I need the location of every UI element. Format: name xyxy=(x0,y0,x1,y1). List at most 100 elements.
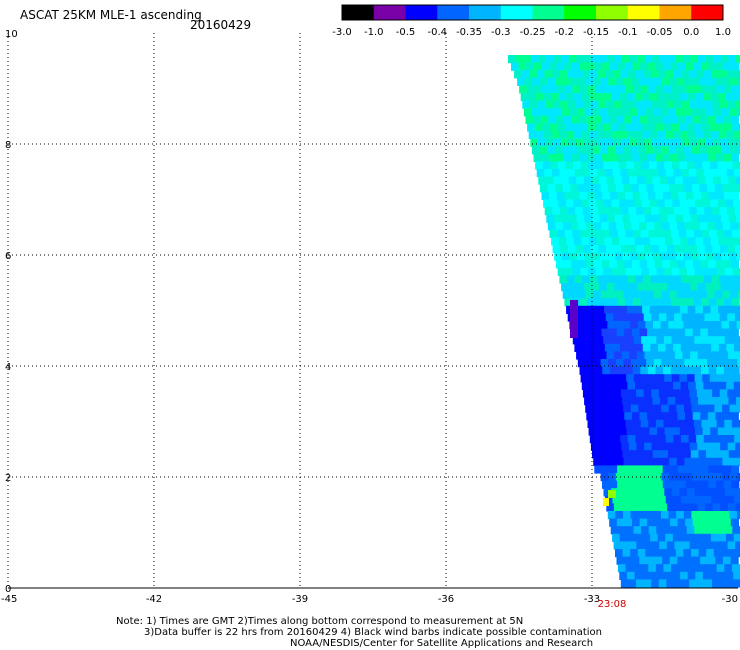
swath-cell xyxy=(701,85,710,94)
swath-cell xyxy=(695,237,704,246)
swath-cell xyxy=(615,511,624,520)
swath-cell xyxy=(683,321,692,330)
swath-cell xyxy=(653,473,662,482)
swath-cell xyxy=(669,184,678,193)
swath-cell xyxy=(689,389,698,398)
swath-cell xyxy=(664,161,673,170)
swath-cell xyxy=(586,328,595,337)
swath-cell xyxy=(655,564,665,573)
swath-cell xyxy=(655,153,664,162)
swath-cell xyxy=(642,571,651,580)
swath-cell xyxy=(544,70,553,79)
swath-cell xyxy=(578,222,587,231)
swath-cell xyxy=(583,245,592,254)
swath-cell xyxy=(663,419,672,428)
swath-cell xyxy=(695,571,704,580)
swath-cell xyxy=(730,457,739,466)
swath-cell xyxy=(595,85,604,94)
swath-cell xyxy=(681,579,690,588)
swath-cell xyxy=(544,169,553,178)
swath-cell xyxy=(605,245,615,254)
swath-cell xyxy=(629,176,638,185)
swath-cell xyxy=(723,328,732,337)
swath-cell xyxy=(657,131,667,140)
swath-cell xyxy=(729,321,738,330)
swath-cell xyxy=(721,146,731,155)
swath-cell xyxy=(735,351,740,360)
swath-cell xyxy=(527,123,536,132)
swath-cell xyxy=(592,450,601,459)
swath-cell xyxy=(620,313,630,322)
swath-cell xyxy=(633,123,642,132)
swath-cell xyxy=(522,100,531,109)
swath-cell xyxy=(688,169,697,178)
swath-cell xyxy=(640,62,649,71)
swath-cell xyxy=(724,419,733,428)
swath-cell xyxy=(639,115,648,124)
x-tick-label: -33 xyxy=(584,594,600,605)
swath-cell xyxy=(660,55,669,64)
swath-cell xyxy=(703,435,712,444)
swath-cell xyxy=(712,442,721,451)
swath-cell xyxy=(595,229,604,238)
swath-cell xyxy=(708,465,717,474)
swath-cell xyxy=(691,511,700,520)
swath-cell xyxy=(611,237,621,246)
swath-cell xyxy=(605,435,614,444)
swath-cell xyxy=(737,222,740,231)
swath-cell xyxy=(628,70,637,79)
swath-cell xyxy=(650,381,659,390)
swath-cell xyxy=(601,328,610,337)
swath-cell xyxy=(631,359,640,368)
swath-cell xyxy=(646,473,655,482)
swath-cell xyxy=(585,77,594,86)
swath-cell xyxy=(670,298,679,307)
swath-cell xyxy=(637,252,646,261)
swath-cell xyxy=(579,298,588,307)
swath-cell xyxy=(646,404,655,413)
swath-cell xyxy=(669,457,678,466)
swath-cell xyxy=(616,222,625,231)
swath-cell xyxy=(619,533,628,542)
swath-cell xyxy=(702,488,711,497)
swath-cell xyxy=(725,488,734,497)
swath-cell xyxy=(620,275,629,284)
swath-cell xyxy=(607,214,616,223)
swath-cell xyxy=(691,184,701,193)
swath-cell xyxy=(576,214,585,223)
swath-cell xyxy=(543,93,552,102)
swath-cell xyxy=(633,161,643,170)
swath-cell xyxy=(609,518,618,527)
swath-cell xyxy=(639,222,648,231)
swath-cell xyxy=(703,131,712,140)
swath-cell xyxy=(690,397,699,406)
swath-cell xyxy=(664,267,673,276)
swath-cell xyxy=(642,131,651,140)
swath-cell xyxy=(589,237,598,246)
swath-cell xyxy=(651,541,660,550)
swath-cell xyxy=(648,298,657,307)
swath-cell xyxy=(721,511,730,520)
swath-cell xyxy=(654,556,663,565)
swath-cell xyxy=(630,404,639,413)
swath-cell xyxy=(622,108,631,117)
swath-cell xyxy=(714,404,723,413)
swath-cell xyxy=(594,191,603,200)
swath-cell xyxy=(709,488,719,497)
swath-cell xyxy=(680,343,689,352)
swath-cell xyxy=(627,435,636,444)
swath-cell xyxy=(697,283,707,292)
swath-cell xyxy=(616,556,625,565)
swath-cell xyxy=(622,397,631,406)
swath-cell xyxy=(578,260,587,269)
swath-cell xyxy=(713,214,722,223)
y-tick-label: 8 xyxy=(5,140,11,151)
swath-cell xyxy=(508,55,517,64)
x-tick-label: -45 xyxy=(1,594,17,605)
swath-cell xyxy=(689,579,698,588)
swath-cell xyxy=(711,343,720,352)
swath-cell xyxy=(707,328,717,337)
swath-cell xyxy=(641,374,650,383)
swath-cell xyxy=(604,131,613,140)
swath-cell xyxy=(690,214,699,223)
